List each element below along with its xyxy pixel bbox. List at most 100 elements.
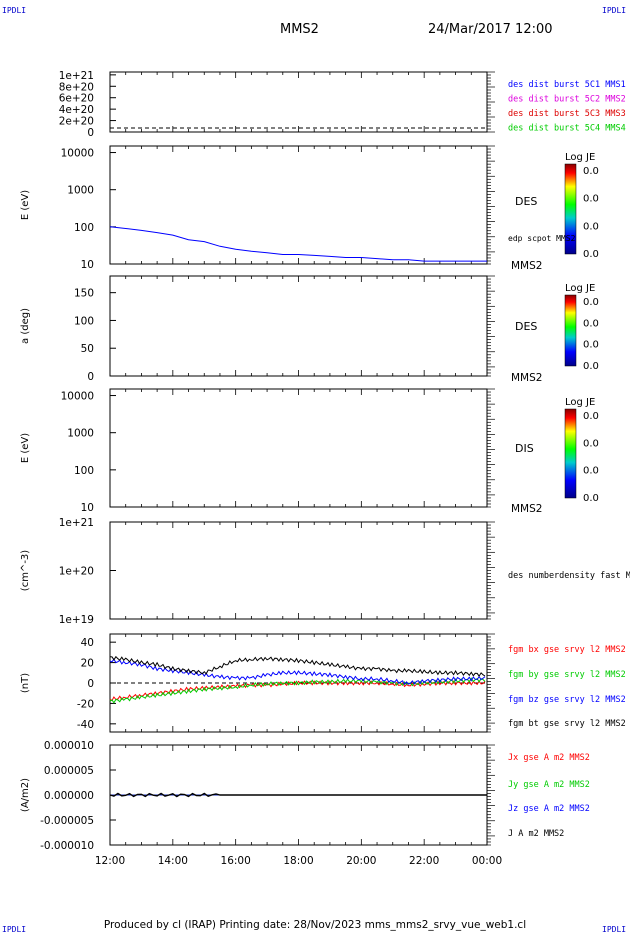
y-tick-label: 40 [81, 637, 94, 649]
y-tick-label: 1000 [67, 428, 94, 440]
y-axis-label: E (eV) [20, 433, 31, 463]
y-axis-label: E (eV) [20, 190, 31, 220]
x-tick-label: 22:00 [409, 855, 439, 867]
colorbar-title: Log JE [565, 152, 595, 163]
y-tick-label: 1000 [67, 185, 94, 197]
series-label: des dist burst 5C3 MMS3 [508, 109, 626, 119]
colorbar-title: Log JE [565, 283, 595, 294]
y-tick-label: 10 [81, 502, 94, 514]
y-axis-label: (nT) [20, 673, 31, 693]
y-tick-label: 1e+21 [59, 70, 94, 82]
x-tick-label: 16:00 [221, 855, 251, 867]
series-label: edp scpot MMS2 [508, 234, 576, 243]
colorbar [564, 294, 577, 367]
y-tick-label: 0.000010 [44, 740, 94, 752]
footer-credits: Produced by cl (IRAP) Printing date: 28/… [103, 919, 527, 931]
colorbar-tick-label: 0.0 [583, 493, 599, 504]
y-tick-label: -0.000005 [40, 815, 94, 827]
panel-frame-4 [109, 388, 488, 508]
series-label: Jy gse A m2 MMS2 [508, 780, 590, 790]
colorbar-tick-label: 0.0 [583, 194, 599, 205]
y-tick-label: 20 [81, 658, 94, 670]
series-label: fgm bz gse srvy l2 MMS2 [508, 695, 626, 705]
spacecraft-label: MMS2 [511, 260, 542, 272]
series-label: fgm bt gse srvy l2 MMS2 [508, 719, 626, 729]
field-series-line [109, 655, 486, 678]
y-tick-label: 0 [87, 127, 94, 139]
field-series-line [109, 680, 486, 702]
series-label: des dist burst 5C1 MMS1 [508, 80, 626, 90]
series-label: des dist burst 5C4 MMS4 [508, 124, 626, 134]
y-tick-label: 10000 [61, 391, 94, 403]
series-label: des numberdensity fast M [508, 571, 630, 581]
series-label: fgm by gse srvy l2 MMS2 [508, 670, 626, 680]
series-label: des dist burst 5C2 MMS2 [508, 95, 626, 105]
series-label: Jz gse A m2 MMS2 [508, 804, 590, 814]
x-tick-label: 20:00 [346, 855, 376, 867]
y-tick-label: -0.000010 [40, 840, 94, 852]
y-tick-label: 100 [74, 315, 94, 327]
panel-frame-1 [109, 71, 488, 133]
y-tick-label: 6e+20 [59, 93, 94, 105]
colorbar-tick-label: 0.0 [583, 318, 599, 329]
colorbar-tick-label: 0.0 [583, 340, 599, 351]
corner-label-top-left: IPDLI [2, 6, 27, 15]
corner-label-top-right: IPDLI [602, 6, 627, 15]
spacecraft-label: MMS2 [511, 372, 542, 384]
colorbar-tick-label: 0.0 [583, 361, 599, 372]
colorbar-tick-label: 0.0 [583, 249, 599, 260]
colorbar-tick-label: 0.0 [583, 466, 599, 477]
y-tick-label: 1e+21 [59, 517, 94, 529]
spectrogram-label: DES [515, 195, 537, 208]
y-axis-label: (A/m2) [20, 778, 31, 812]
field-series-line [109, 677, 486, 704]
y-tick-label: 8e+20 [59, 81, 94, 93]
x-tick-label: 12:00 [95, 855, 125, 867]
spacecraft-label: MMS2 [511, 503, 542, 515]
y-tick-label: -20 [77, 698, 94, 710]
scpot-line [109, 226, 487, 262]
y-axis-label: (cm^-3) [20, 550, 31, 591]
y-tick-label: 100 [74, 222, 94, 234]
y-tick-label: 0 [87, 371, 94, 383]
colorbar-tick-label: 0.0 [583, 438, 599, 449]
field-series-line [109, 658, 486, 686]
x-tick-label: 14:00 [158, 855, 188, 867]
y-tick-label: 150 [74, 288, 94, 300]
colorbar [564, 408, 577, 499]
current-series-line [109, 792, 487, 798]
y-tick-label: 10 [81, 259, 94, 271]
colorbar-tick-label: 0.0 [583, 297, 599, 308]
colorbar-tick-label: 0.0 [583, 411, 599, 422]
y-tick-label: 100 [74, 465, 94, 477]
y-tick-label: 2e+20 [59, 116, 94, 128]
series-label: fgm bx gse srvy l2 MMS2 [508, 645, 626, 655]
y-tick-label: 0 [87, 678, 94, 690]
panel-frame-5 [109, 521, 488, 620]
corner-label-bottom-left: IPDLI [2, 925, 27, 934]
y-tick-label: 4e+20 [59, 104, 94, 116]
y-tick-label: 1e+20 [59, 566, 94, 578]
panel-frame-3 [109, 275, 488, 377]
y-tick-label: 0.000000 [44, 790, 94, 802]
colorbar-tick-label: 0.0 [583, 221, 599, 232]
x-tick-label: 18:00 [283, 855, 313, 867]
corner-label-bottom-right: IPDLI [602, 925, 627, 934]
series-label: J A m2 MMS2 [508, 829, 564, 839]
series-label: Jx gse A m2 MMS2 [508, 753, 590, 763]
colorbar-tick-label: 0.0 [583, 166, 599, 177]
x-tick-label: 00:00 [472, 855, 502, 867]
y-tick-label: 50 [81, 343, 94, 355]
panel-frame-2 [109, 145, 488, 265]
datetime-title: 24/Mar/2017 12:00 [428, 22, 553, 37]
colorbar-title: Log JE [565, 397, 595, 408]
spectrogram-label: DES [515, 320, 537, 333]
spacecraft-title: MMS2 [280, 22, 319, 37]
y-tick-label: 10000 [61, 148, 94, 160]
colorbar [564, 163, 577, 255]
y-axis-label: a (deg) [20, 308, 31, 344]
y-tick-label: 1e+19 [59, 614, 94, 626]
y-tick-label: 0.000005 [44, 765, 94, 777]
y-tick-label: -40 [77, 719, 94, 731]
